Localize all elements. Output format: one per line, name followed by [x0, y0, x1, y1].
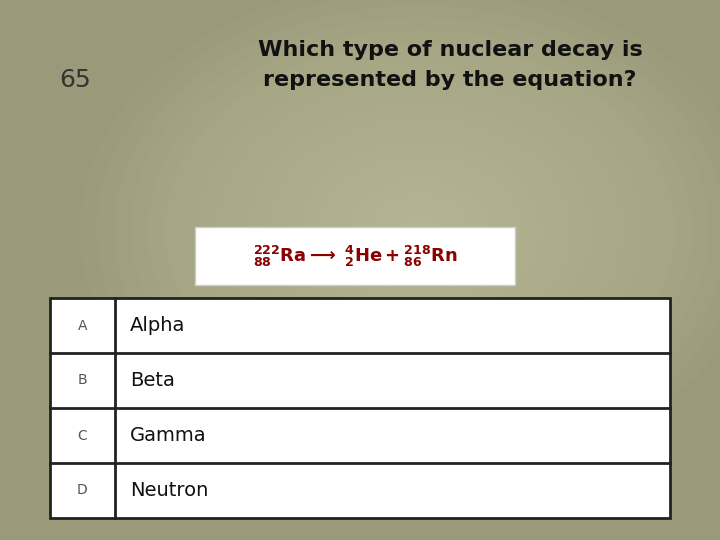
Text: Beta: Beta: [130, 371, 175, 390]
Bar: [50, 298, 670, 518]
Text: Alpha: Alpha: [130, 316, 185, 335]
Text: Which type of nuclear decay is: Which type of nuclear decay is: [258, 40, 642, 60]
Text: C: C: [78, 429, 87, 442]
Text: Neutron: Neutron: [130, 481, 208, 500]
Text: represented by the equation?: represented by the equation?: [264, 70, 636, 90]
Text: A: A: [78, 319, 87, 333]
Bar: [195, 227, 515, 285]
Text: 65: 65: [59, 68, 91, 92]
Text: Gamma: Gamma: [130, 426, 207, 445]
Text: B: B: [78, 374, 87, 388]
Text: D: D: [77, 483, 88, 497]
Text: $\mathbf{^{222}_{88}Ra \longrightarrow\ ^{4}_{2}He + ^{218}_{86}Rn}$: $\mathbf{^{222}_{88}Ra \longrightarrow\ …: [253, 244, 457, 268]
